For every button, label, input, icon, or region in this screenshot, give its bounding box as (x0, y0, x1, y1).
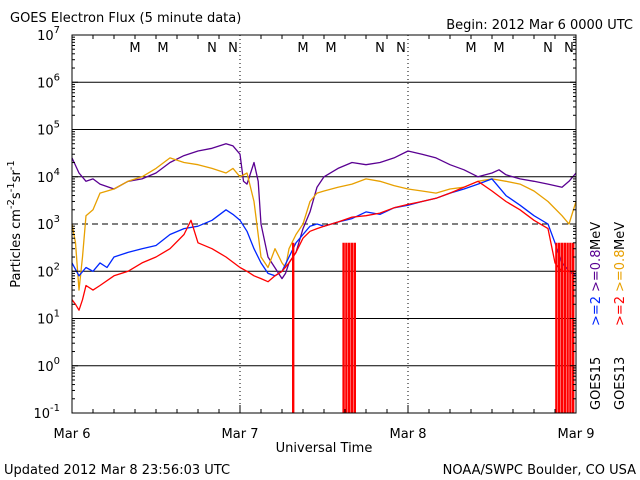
legend-satellite: GOES15 (589, 357, 604, 410)
x-tick-label: Mar 6 (54, 427, 91, 442)
local-time-marker: M (157, 41, 168, 56)
axis-layer: 107 106 105 104 103 102 101 100 10-1 Mar 6 Mar 7 Ma… (33, 25, 594, 442)
local-time-marker: N (543, 41, 553, 56)
y-tick-label: 103 (37, 214, 60, 233)
legend-column: GOES13 >=2 >=0.8MeV (613, 222, 628, 410)
local-time-marker: N (228, 41, 238, 56)
local-time-marker: N (564, 41, 574, 56)
x-axis-title: Universal Time (276, 441, 373, 456)
legend-entry: GOES15 >=2 >=0.8MeV (589, 222, 604, 410)
updated-timestamp: Updated 2012 Mar 8 23:56:03 UTC (4, 463, 230, 478)
y-axis-title-part: sr (9, 170, 24, 183)
begin-date: Begin: 2012 Mar 6 0000 UTC (446, 18, 633, 33)
y-axis-title: Particles cm-2s-1sr-1 (6, 160, 24, 288)
local-time-marker: M (297, 41, 308, 56)
legend-entry: GOES13 >=2 >=0.8MeV (613, 222, 628, 410)
series-line (71, 178, 577, 277)
y-axis-title-part: s (9, 192, 24, 199)
y-tick-label: 106 (37, 72, 60, 91)
legend-item: >=2 (613, 296, 628, 326)
legend-satellite: GOES13 (613, 357, 628, 410)
y-tick-label: 105 (37, 120, 60, 139)
legend-column: GOES15 >=2 >=0.8MeV (589, 222, 604, 410)
svg-text:Particles cm-2s-1sr-1: Particles cm-2s-1sr-1 (6, 160, 24, 288)
y-axis-title-part: Particles cm (9, 209, 24, 288)
legend-item: MeV (589, 222, 604, 250)
chart-title: GOES Electron Flux (5 minute data) (10, 11, 241, 26)
y-tick-label: 100 (37, 356, 60, 375)
y-axis-title-exp: -1 (6, 182, 17, 192)
local-time-marker: M (493, 41, 504, 56)
local-time-marker: M (325, 41, 336, 56)
y-tick-label: 101 (37, 309, 60, 328)
legend-item: MeV (613, 222, 628, 250)
local-time-marker: M (129, 41, 140, 56)
legend-item: >=0.8 (613, 250, 628, 292)
local-time-marker: M (465, 41, 476, 56)
x-tick-label: Mar 8 (390, 427, 427, 442)
y-tick-label: 10-1 (33, 403, 60, 422)
x-tick-label: Mar 7 (222, 427, 259, 442)
y-tick-label: 107 (37, 25, 60, 44)
y-axis-title-exp: -1 (6, 160, 17, 170)
legend-item: >=0.8 (589, 250, 604, 292)
y-axis-title-exp: -2 (6, 199, 17, 209)
y-tick-label: 102 (37, 261, 60, 280)
legend-item: >=2 (589, 296, 604, 326)
local-time-marker: N (207, 41, 217, 56)
local-time-marker: N (375, 41, 385, 56)
y-tick-label: 104 (37, 167, 60, 186)
x-tick-label: Mar 9 (558, 427, 595, 442)
credit-line: NOAA/SWPC Boulder, CO USA (443, 463, 636, 478)
local-time-marker: N (396, 41, 406, 56)
